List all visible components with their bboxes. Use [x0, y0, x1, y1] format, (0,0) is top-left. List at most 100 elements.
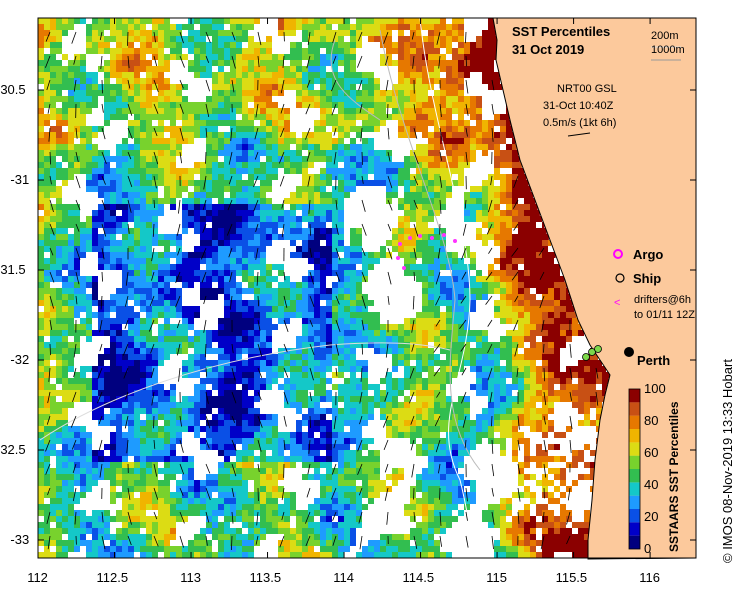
- sst-pixel: [422, 96, 428, 102]
- sst-pixel: [152, 270, 158, 276]
- sst-pixel: [164, 24, 170, 30]
- sst-pixel: [332, 138, 338, 144]
- sst-pixel: [542, 408, 548, 414]
- sst-pixel: [452, 138, 458, 144]
- sst-pixel: [92, 186, 98, 192]
- sst-pixel: [254, 186, 260, 192]
- sst-pixel: [248, 450, 254, 456]
- sst-pixel: [554, 270, 560, 276]
- sst-pixel: [500, 252, 506, 258]
- sst-pixel: [56, 114, 62, 120]
- sst-pixel: [236, 84, 242, 90]
- sst-pixel: [284, 54, 290, 60]
- sst-pixel: [218, 408, 224, 414]
- sst-pixel: [56, 252, 62, 258]
- sst-pixel: [320, 288, 326, 294]
- sst-pixel: [140, 144, 146, 150]
- sst-pixel: [536, 204, 538, 210]
- sst-pixel: [104, 354, 110, 360]
- sst-pixel: [164, 294, 170, 300]
- sst-pixel: [416, 372, 422, 378]
- sst-pixel: [80, 288, 86, 294]
- sst-pixel: [428, 420, 434, 426]
- sst-pixel: [362, 414, 368, 420]
- sst-pixel: [476, 372, 482, 378]
- sst-pixel: [278, 288, 284, 294]
- sst-pixel: [428, 324, 434, 330]
- sst-pixel: [248, 456, 254, 462]
- sst-pixel: [338, 90, 344, 96]
- sst-pixel: [320, 30, 326, 36]
- sst-pixel: [224, 390, 230, 396]
- sst-pixel: [338, 348, 344, 354]
- sst-pixel: [422, 198, 428, 204]
- sst-pixel: [236, 126, 242, 132]
- sst-pixel: [326, 120, 332, 126]
- sst-pixel: [404, 348, 410, 354]
- sst-pixel: [398, 420, 404, 426]
- sst-pixel: [362, 30, 368, 36]
- sst-pixel: [278, 126, 284, 132]
- sst-pixel: [350, 246, 356, 252]
- sst-pixel: [338, 270, 344, 276]
- sst-pixel: [92, 456, 98, 462]
- sst-pixel: [68, 444, 74, 450]
- sst-pixel: [236, 450, 242, 456]
- sst-pixel: [188, 372, 194, 378]
- sst-pixel: [134, 78, 140, 84]
- sst-pixel: [110, 336, 116, 342]
- sst-pixel: [482, 210, 488, 216]
- sst-pixel: [212, 258, 218, 264]
- sst-pixel: [116, 300, 122, 306]
- sst-pixel: [50, 126, 56, 132]
- sst-pixel: [308, 270, 314, 276]
- sst-pixel: [410, 414, 416, 420]
- sst-pixel: [530, 234, 536, 240]
- sst-pixel: [206, 66, 212, 72]
- sst-pixel: [338, 282, 344, 288]
- sst-pixel: [146, 372, 152, 378]
- sst-pixel: [284, 318, 290, 324]
- sst-pixel: [248, 180, 254, 186]
- sst-pixel: [242, 450, 248, 456]
- sst-pixel: [458, 258, 464, 264]
- sst-pixel: [218, 318, 224, 324]
- sst-pixel: [152, 390, 158, 396]
- sst-pixel: [158, 276, 164, 282]
- sst-pixel: [116, 84, 122, 90]
- sst-pixel: [506, 336, 512, 342]
- sst-pixel: [320, 354, 326, 360]
- sst-pixel: [320, 18, 326, 24]
- sst-pixel: [404, 432, 410, 438]
- sst-pixel: [278, 270, 284, 276]
- sst-pixel: [326, 294, 332, 300]
- sst-pixel: [68, 354, 74, 360]
- sst-pixel: [218, 90, 224, 96]
- sst-pixel: [134, 456, 140, 462]
- sst-pixel: [62, 426, 68, 432]
- sst-pixel: [434, 354, 440, 360]
- sst-pixel: [368, 384, 374, 390]
- sst-pixel: [284, 222, 290, 228]
- sst-pixel: [278, 360, 284, 366]
- sst-pixel: [152, 264, 158, 270]
- sst-pixel: [38, 414, 44, 420]
- sst-pixel: [476, 132, 482, 138]
- sst-pixel: [176, 174, 182, 180]
- sst-pixel: [494, 402, 500, 408]
- sst-pixel: [152, 210, 158, 216]
- sst-pixel: [146, 108, 152, 114]
- sst-pixel: [92, 396, 98, 402]
- sst-pixel: [416, 360, 422, 366]
- sst-pixel: [362, 294, 368, 300]
- sst-pixel: [350, 48, 356, 54]
- sst-pixel: [242, 156, 248, 162]
- sst-pixel: [362, 306, 368, 312]
- sst-pixel: [140, 306, 146, 312]
- sst-pixel: [98, 240, 104, 246]
- sst-pixel: [212, 180, 218, 186]
- sst-pixel: [338, 114, 344, 120]
- sst-pixel: [350, 174, 356, 180]
- sst-pixel: [512, 246, 518, 252]
- sst-pixel: [266, 66, 272, 72]
